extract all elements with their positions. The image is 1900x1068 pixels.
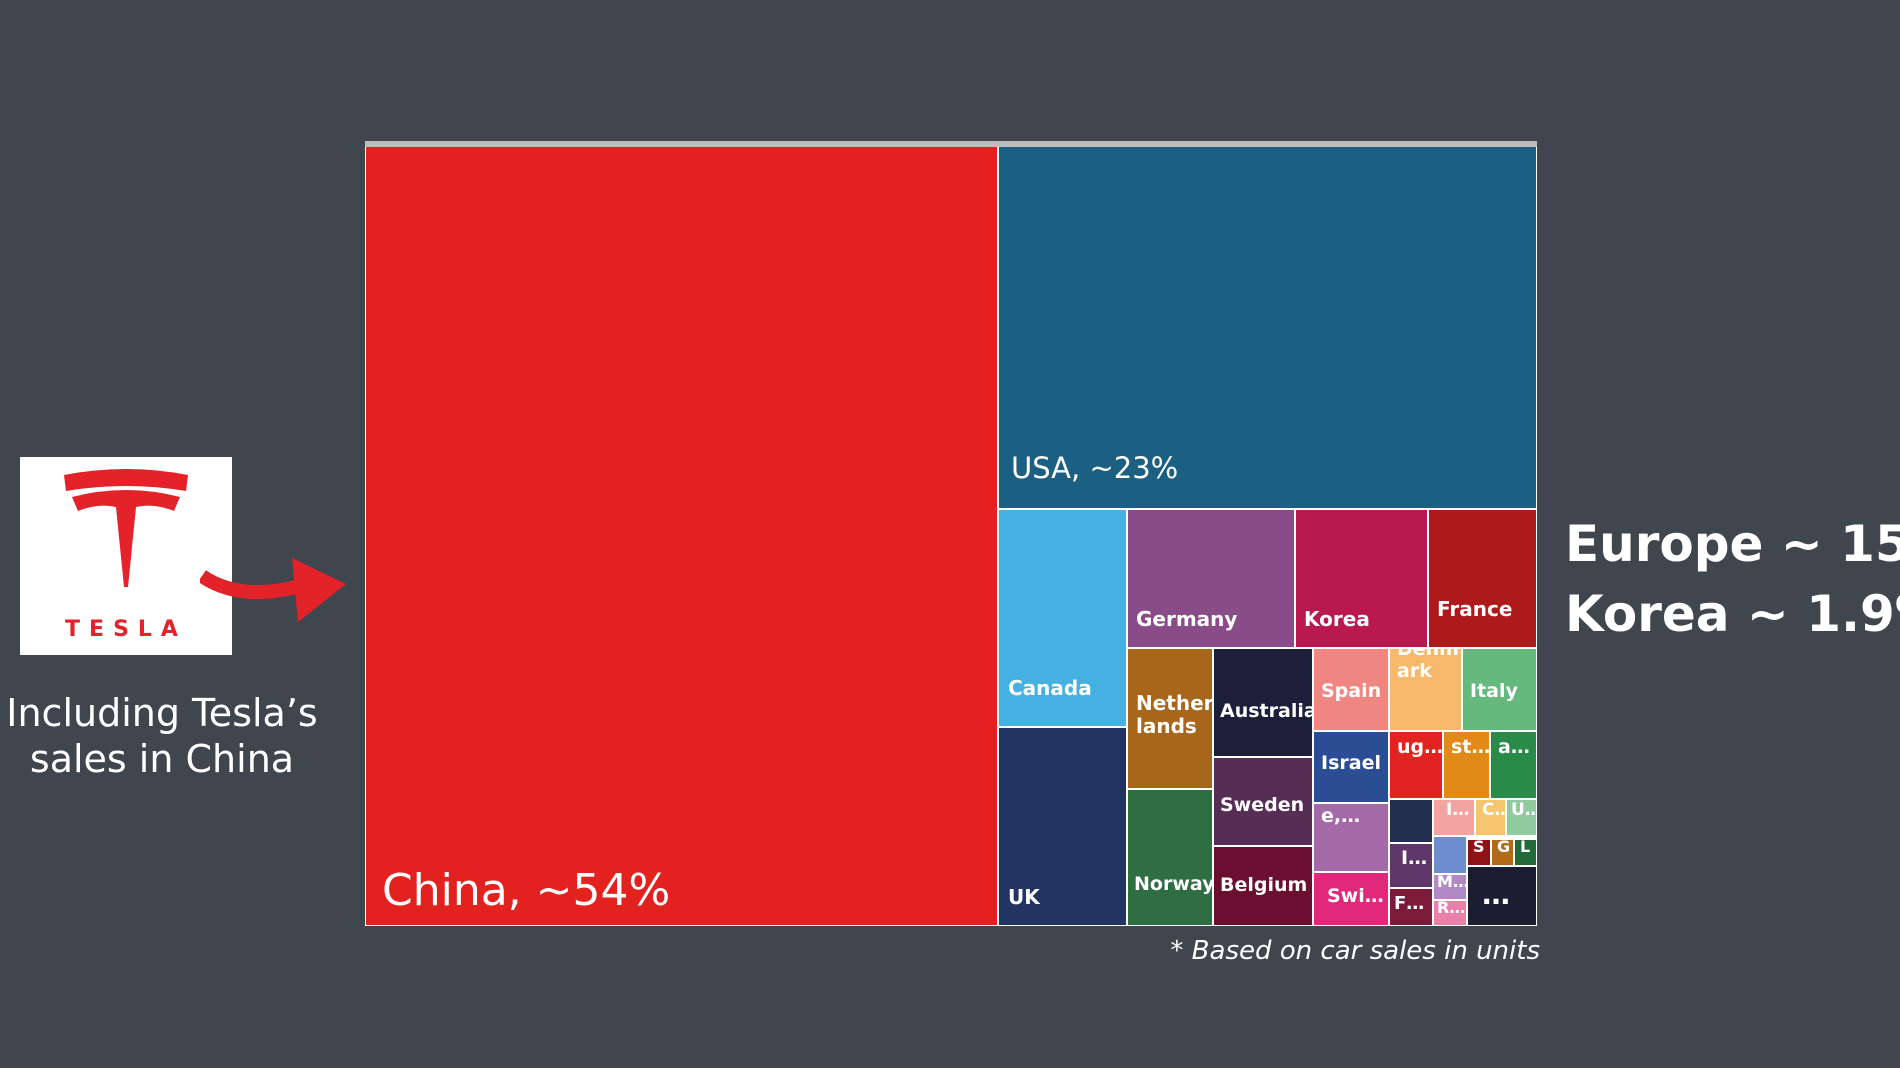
treemap-label: Germany [1136, 607, 1238, 631]
treemap-label: G [1497, 839, 1511, 856]
treemap-cell-france: France [1428, 509, 1537, 648]
korea-stat: Korea ~ 1.9% [1565, 585, 1900, 643]
treemap-cell-usa-23: USA, ~23% [998, 141, 1537, 509]
treemap-cell-others: … [1467, 866, 1537, 926]
treemap-label: F… [1394, 893, 1425, 915]
treemap-cell-denmark: Denm ark [1389, 648, 1462, 731]
treemap-cell-u: U… [1506, 799, 1537, 836]
treemap-label: Spain [1321, 680, 1382, 703]
chart-top-border [365, 141, 1537, 147]
treemap-label: Belgium [1220, 874, 1308, 897]
treemap-cell-australia: Australia [1213, 648, 1313, 757]
treemap-cell-uk: UK [998, 727, 1127, 926]
treemap-label: USA, ~23% [1011, 450, 1179, 485]
treemap-label: S [1473, 839, 1485, 856]
treemap-label: Turkiy e,… [1321, 804, 1386, 828]
treemap-label: U… [1511, 800, 1536, 821]
treemap-cell-m: M… [1433, 874, 1467, 900]
treemap-cell-italy: Italy [1462, 648, 1537, 731]
treemap-label: Nether lands [1136, 691, 1213, 738]
treemap-cell-c: C… [1475, 799, 1506, 836]
treemap-cell-israel: Israel [1313, 731, 1389, 803]
treemap-cell-norway: Norway [1127, 789, 1213, 926]
logo-caption: Including Tesla’s sales in China [6, 691, 318, 781]
treemap-cell-china-54: China, ~54% [365, 141, 998, 926]
treemap-label: C… [1482, 800, 1505, 821]
treemap-cell-i-2: I… [1433, 799, 1475, 836]
treemap-label: … [1482, 877, 1510, 911]
treemap-label: Australia [1220, 700, 1313, 723]
footnote: * Based on car sales in units [1170, 936, 1540, 966]
treemap-label: Canada [1008, 676, 1092, 700]
treemap-label: Denm ark [1397, 648, 1459, 683]
treemap-label: L [1520, 839, 1531, 856]
treemap-label: Sweden [1220, 794, 1305, 817]
treemap-label: Korea [1304, 607, 1370, 631]
treemap-cell-f: F… [1389, 888, 1433, 926]
treemap-label: I… [1446, 800, 1470, 821]
treemap-label: Norway [1134, 873, 1213, 896]
treemap-cell-i: I… [1389, 843, 1433, 888]
treemap-cell-germany: Germany [1127, 509, 1295, 648]
treemap-label: Au st… [1451, 732, 1490, 759]
treemap-cell-canada: Canada [998, 509, 1127, 727]
tesla-logo: TESLA [20, 457, 232, 655]
tesla-t-icon [64, 469, 188, 587]
treemap-label: France [1437, 597, 1513, 621]
treemap-label: R… [1437, 900, 1466, 917]
treemap-label: Port ug… [1397, 732, 1443, 759]
treemap-label: Israel [1321, 752, 1381, 775]
treemap-cell-korea: Korea [1295, 509, 1428, 648]
treemap-cell-l: L [1514, 839, 1537, 866]
treemap-chart: China, ~54% USA, ~23% Canada UK Germany Korea… [365, 141, 1537, 926]
treemap-label: I… [1401, 847, 1428, 870]
treemap-label: Italy [1470, 680, 1518, 703]
tesla-wordmark: TESLA [65, 617, 187, 642]
treemap-label: China, ~54% [382, 865, 671, 917]
treemap-label: Th a… [1498, 732, 1530, 759]
treemap-cell-austria: Au st… [1443, 731, 1490, 799]
europe-stat: Europe ~ 15% [1565, 515, 1900, 573]
treemap-cell-netherlands: Nether lands [1127, 648, 1213, 789]
treemap-cell-switzerland: Swi… [1313, 872, 1389, 926]
treemap-label: UK [1008, 885, 1040, 909]
treemap-label: M… [1437, 874, 1467, 891]
treemap-cell-sweden: Sweden [1213, 757, 1313, 846]
treemap-cell-blank [1433, 836, 1467, 874]
treemap-label: Swi… [1327, 885, 1384, 908]
treemap-cell-belgium: Belgium [1213, 846, 1313, 926]
treemap-cell-r: R… [1433, 900, 1467, 926]
treemap-cell-portugal: Port ug… [1389, 731, 1443, 799]
treemap-cell-g: G [1491, 839, 1514, 866]
arrow-right-icon [200, 558, 346, 622]
treemap-cell-thailand: Th a… [1490, 731, 1537, 799]
treemap-cell-spain: Spain [1313, 648, 1389, 731]
treemap-cell-turkiye: Turkiy e,… [1313, 803, 1389, 872]
treemap-cell-s: S [1467, 839, 1491, 866]
treemap-cell-blank [1389, 799, 1433, 843]
